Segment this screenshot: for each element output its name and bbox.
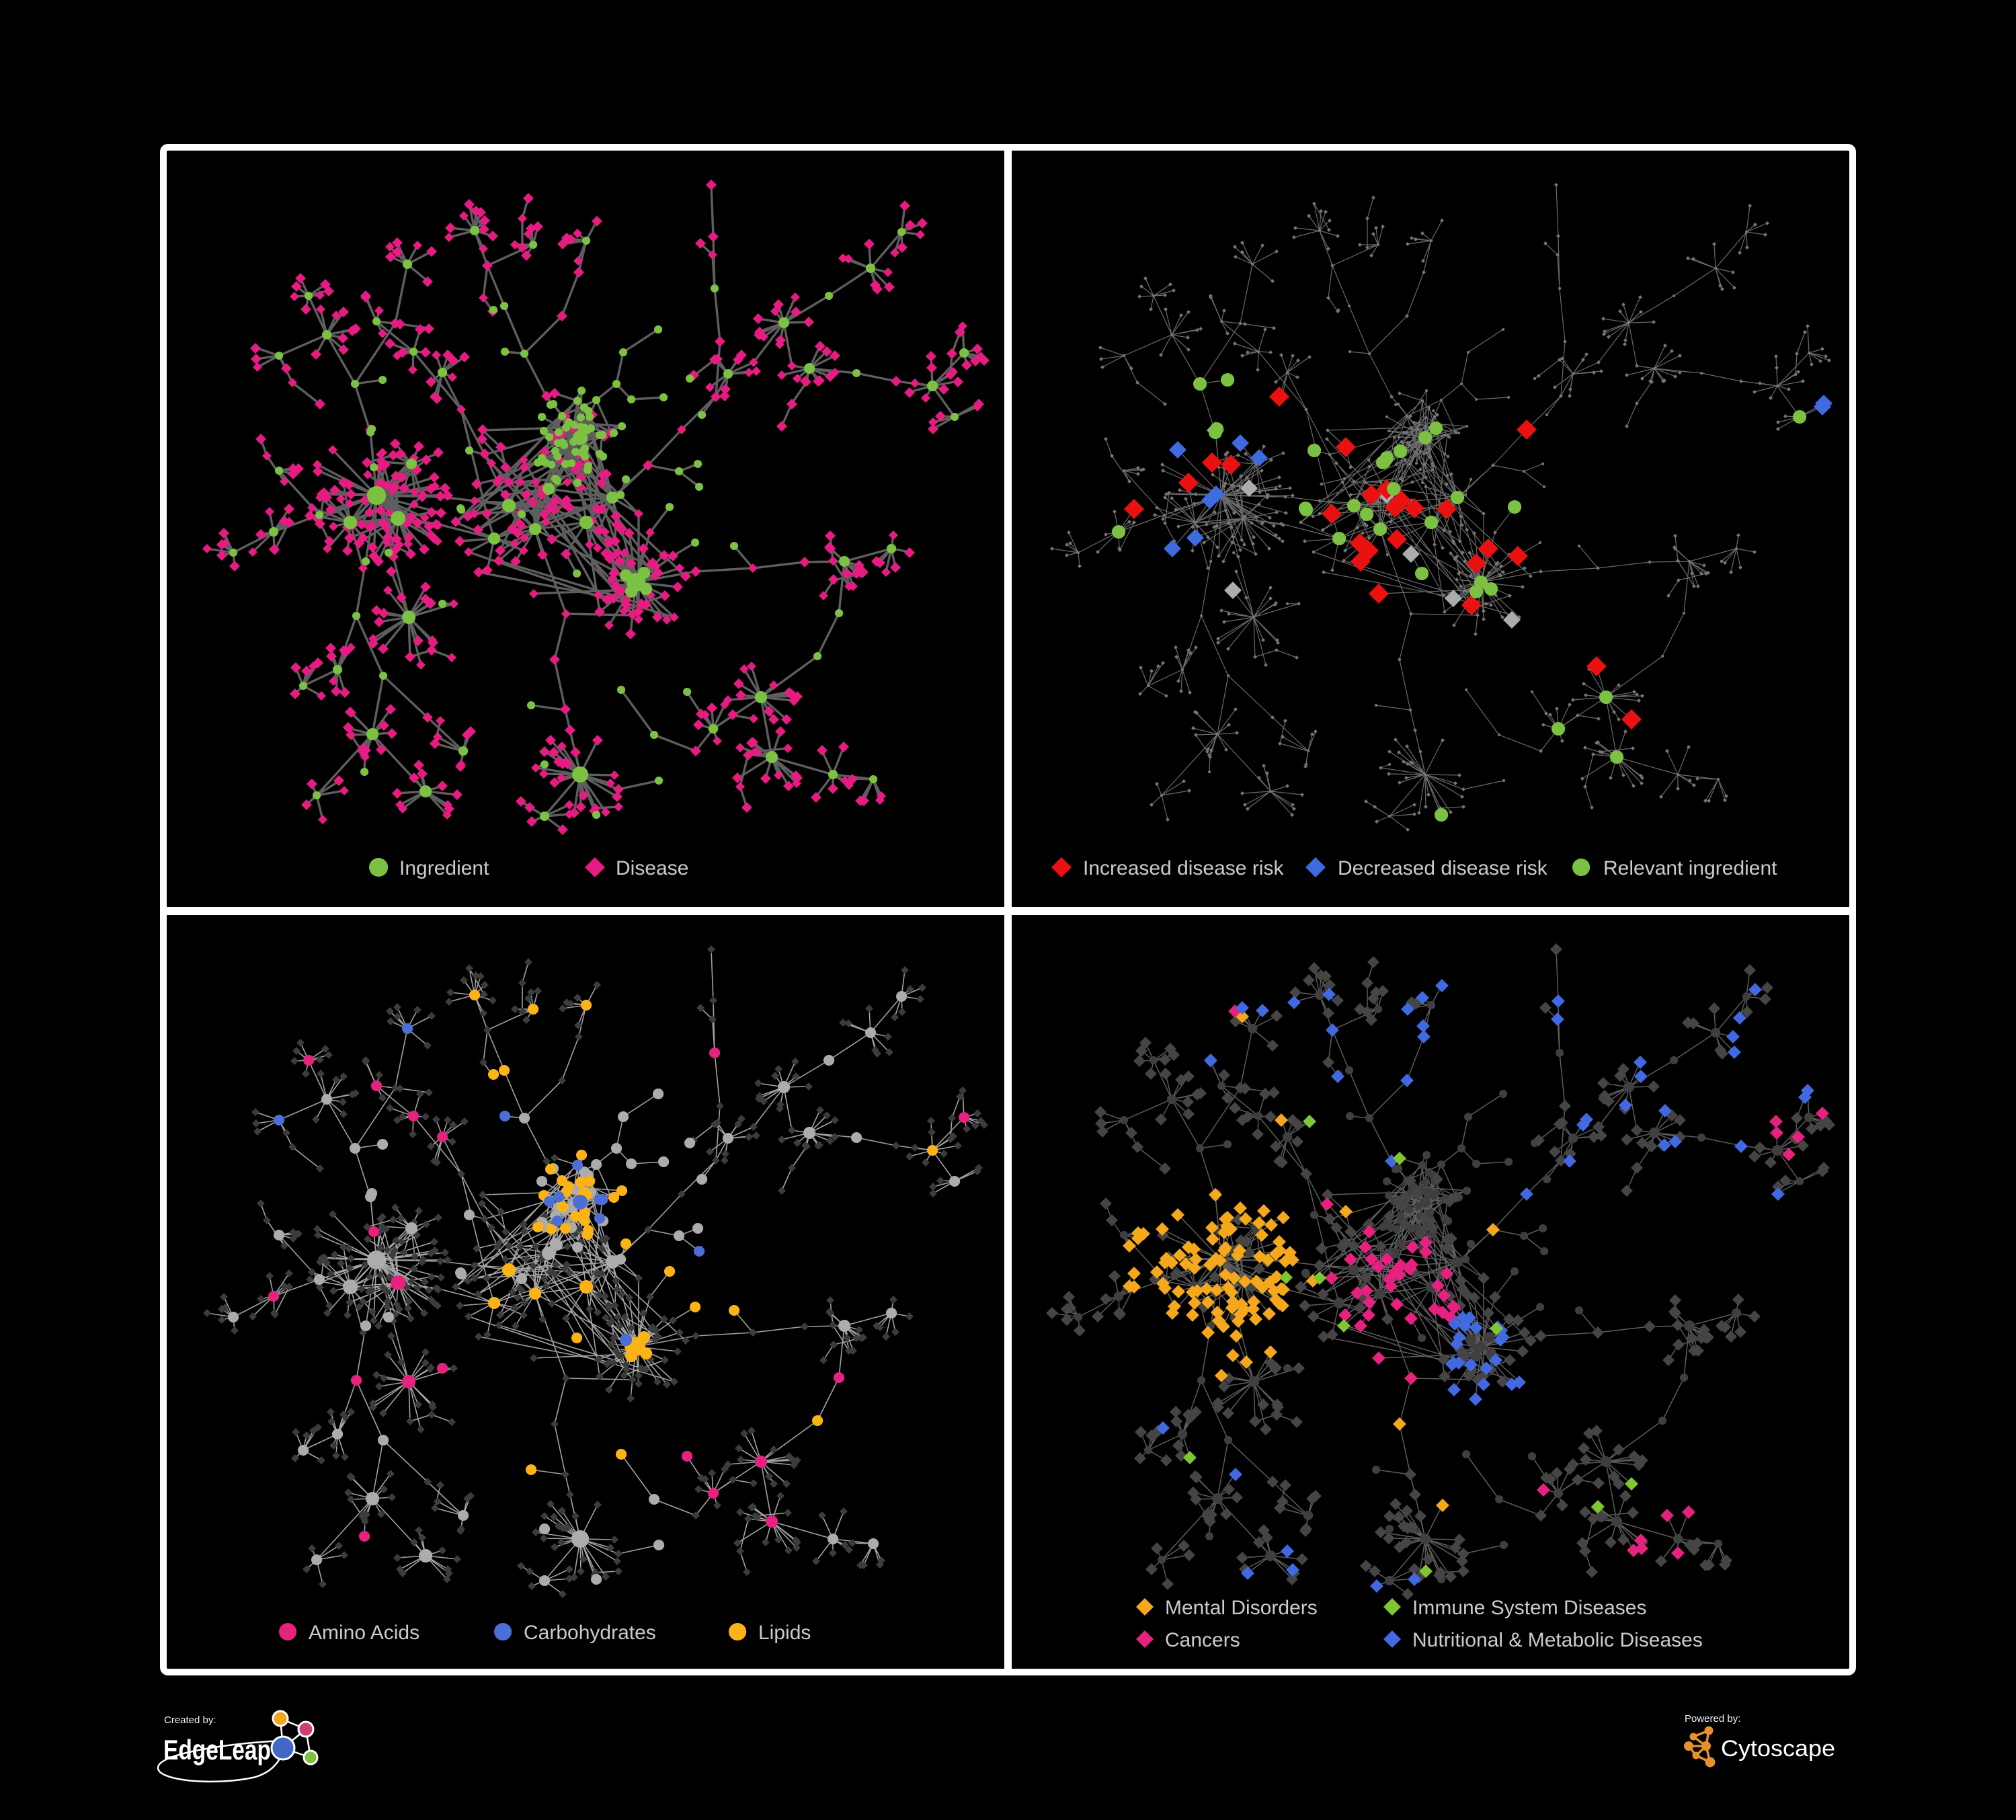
svg-text:Decreased disease risk: Decreased disease risk: [1338, 857, 1548, 879]
svg-text:Relevant ingredient: Relevant ingredient: [1603, 857, 1777, 879]
svg-text:Immune System Diseases: Immune System Diseases: [1412, 1597, 1646, 1619]
svg-text:EdgeLeap: EdgeLeap: [163, 1734, 271, 1766]
svg-text:Disease: Disease: [616, 857, 688, 879]
svg-text:Increased disease risk: Increased disease risk: [1083, 857, 1284, 879]
svg-text:Mental Disorders: Mental Disorders: [1165, 1597, 1318, 1619]
svg-text:Amino Acids: Amino Acids: [309, 1622, 419, 1644]
svg-text:Cancers: Cancers: [1165, 1629, 1240, 1651]
svg-text:Cytoscape: Cytoscape: [1721, 1736, 1835, 1762]
svg-text:Carbohydrates: Carbohydrates: [524, 1622, 656, 1644]
svg-text:Lipids: Lipids: [758, 1622, 811, 1644]
svg-text:Nutritional & Metabolic Diseas: Nutritional & Metabolic Diseases: [1412, 1629, 1703, 1651]
svg-text:Ingredient: Ingredient: [399, 857, 489, 879]
svg-text:Created by:: Created by:: [164, 1714, 216, 1726]
svg-text:Powered by:: Powered by:: [1685, 1713, 1740, 1725]
